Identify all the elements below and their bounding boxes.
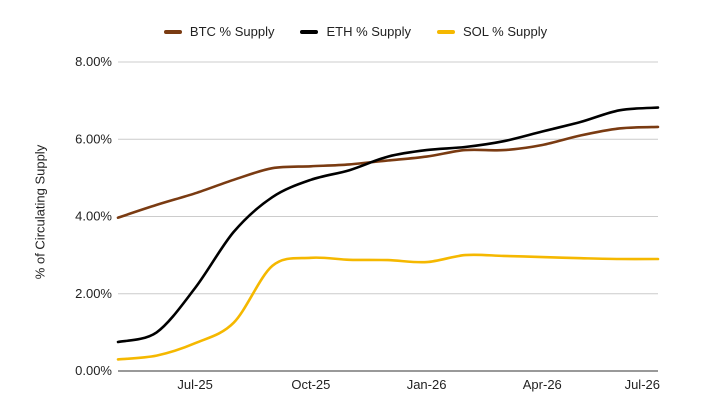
legend: BTC % Supply ETH % Supply SOL % Supply	[0, 24, 711, 39]
x-tick-label: Jul-25	[177, 377, 212, 392]
y-tick-label: 6.00%	[75, 131, 112, 146]
x-tick-label: Apr-26	[523, 377, 562, 392]
y-tick-label: 2.00%	[75, 286, 112, 301]
legend-swatch-sol	[437, 29, 456, 34]
legend-item-eth: ETH % Supply	[300, 24, 411, 39]
legend-label-eth: ETH % Supply	[326, 24, 412, 39]
legend-item-btc: BTC % Supply	[163, 24, 275, 39]
legend-label-btc: BTC % Supply	[189, 24, 275, 39]
series-line-eth	[116, 106, 660, 344]
series-line-sol	[116, 253, 660, 361]
series-line-btc	[116, 125, 660, 219]
x-tick-label: Jan-26	[407, 377, 447, 392]
legend-item-sol: SOL % Supply	[437, 24, 547, 39]
legend-label-sol: SOL % Supply	[463, 24, 548, 39]
y-tick-label: 4.00%	[75, 209, 112, 224]
y-tick-label: 8.00%	[75, 54, 112, 69]
legend-swatch-eth	[300, 29, 319, 34]
x-tick-label: Oct-25	[291, 377, 330, 392]
x-tick-label: Jul-26	[625, 377, 660, 392]
legend-swatch-btc	[163, 29, 182, 34]
y-tick-label: 0.00%	[75, 363, 112, 378]
